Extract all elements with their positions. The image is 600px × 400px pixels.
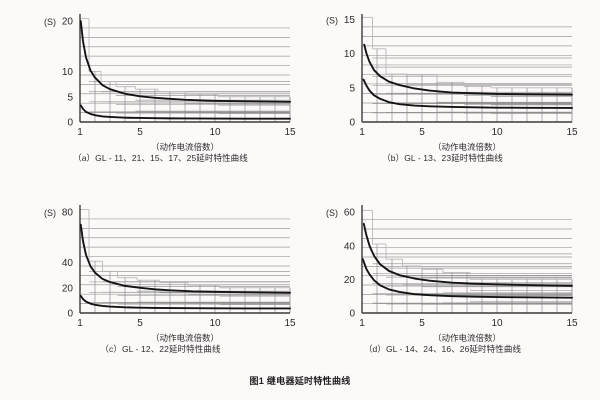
x-tick-label: 15 xyxy=(284,127,296,138)
y-axis-unit-label: (S) xyxy=(326,15,338,25)
x-tick-label: 1 xyxy=(359,318,365,329)
x-tick-label: 5 xyxy=(419,318,425,329)
y-tick-label: 60 xyxy=(344,208,356,219)
axis-group xyxy=(79,205,290,314)
x-axis-title: （动作电流倍数） xyxy=(151,333,219,343)
x-axis-title: （动作电流倍数） xyxy=(433,333,501,343)
y-tick-label: 20 xyxy=(344,275,356,286)
curve-upper-curve xyxy=(362,222,573,287)
y-tick-label: 20 xyxy=(62,17,74,28)
panel-c-caption: （c）GL - 12、22延时特性曲线 xyxy=(100,344,221,354)
y-axis-unit-label: (S) xyxy=(326,208,338,218)
x-tick-label: 1 xyxy=(77,127,83,138)
grid-group xyxy=(79,18,291,122)
y-axis-unit-label: (S) xyxy=(44,208,56,218)
curve-group xyxy=(361,222,573,299)
y-tick-label: 80 xyxy=(62,208,74,219)
panel-d-caption: （d）GL - 14、24、16、26延时特性曲线 xyxy=(363,344,522,354)
y-tick-label: 0 xyxy=(67,118,73,129)
x-tick-label: 10 xyxy=(209,318,221,329)
curve-group xyxy=(362,43,573,109)
x-tick-label: 10 xyxy=(491,127,503,138)
y-tick-label: 40 xyxy=(344,241,356,252)
curve-upper-curve xyxy=(363,43,573,96)
curve-group xyxy=(79,20,291,120)
axis-group xyxy=(361,14,572,123)
x-tick-label: 1 xyxy=(359,127,365,138)
y-tick-label: 10 xyxy=(62,67,74,78)
y-tick-label: 20 xyxy=(62,283,74,294)
panel-a: 0 5 10 20 1 5 10 15 (S) （动作电流倍数） （a）GL - 11、21、15… xyxy=(18,2,303,187)
curve-upper-curve xyxy=(79,20,291,103)
curve-lower-curve xyxy=(79,104,291,120)
curve-group xyxy=(79,223,291,310)
figure-caption: 图1 继电器延时特性曲线 xyxy=(249,376,351,386)
panel-a-caption: （a）GL - 11、21、15、17、25延时特性曲线 xyxy=(73,153,248,163)
x-axis-title: （动作电流倍数） xyxy=(433,142,501,152)
y-axis-unit-label: (S) xyxy=(44,17,56,27)
y-tick-label: 0 xyxy=(67,309,73,320)
curve-lower-curve xyxy=(362,78,573,109)
y-tick-label: 0 xyxy=(349,309,355,320)
x-tick-label: 10 xyxy=(209,127,221,138)
panel-b-caption: （b）GL - 13、23延时特性曲线 xyxy=(382,153,503,163)
x-tick-label: 15 xyxy=(284,318,296,329)
x-tick-label: 5 xyxy=(137,127,143,138)
x-tick-label: 10 xyxy=(491,318,503,329)
x-axis-title: （动作电流倍数） xyxy=(151,142,219,152)
curve-upper-curve xyxy=(79,223,291,294)
y-tick-label: 10 xyxy=(344,49,356,60)
y-tick-label: 5 xyxy=(67,92,73,103)
panel-d: 0 20 40 60 1 5 10 15 (S) （动作电流倍数） （d）GL - 14、24、1… xyxy=(300,193,585,378)
y-tick-label: 0 xyxy=(349,118,355,129)
y-tick-label: 40 xyxy=(62,258,74,269)
x-tick-label: 15 xyxy=(566,127,578,138)
curve-lower-curve xyxy=(361,258,573,299)
y-tick-label: 15 xyxy=(344,15,356,26)
axis-group xyxy=(79,14,290,123)
curve-lower-curve xyxy=(79,295,291,310)
x-tick-label: 5 xyxy=(419,127,425,138)
y-tick-label: 5 xyxy=(349,83,355,94)
x-tick-label: 1 xyxy=(77,318,83,329)
panel-c: 0 20 40 80 1 5 10 15 (S) （动作电流倍数） （c）GL - 12、22延时… xyxy=(18,193,303,378)
panel-b: 0 5 10 15 1 5 10 15 (S) （动作电流倍数） （b）GL - 13、23延时特… xyxy=(300,2,585,187)
grid-group xyxy=(79,209,291,313)
x-tick-label: 5 xyxy=(137,318,143,329)
x-tick-label: 15 xyxy=(566,318,578,329)
